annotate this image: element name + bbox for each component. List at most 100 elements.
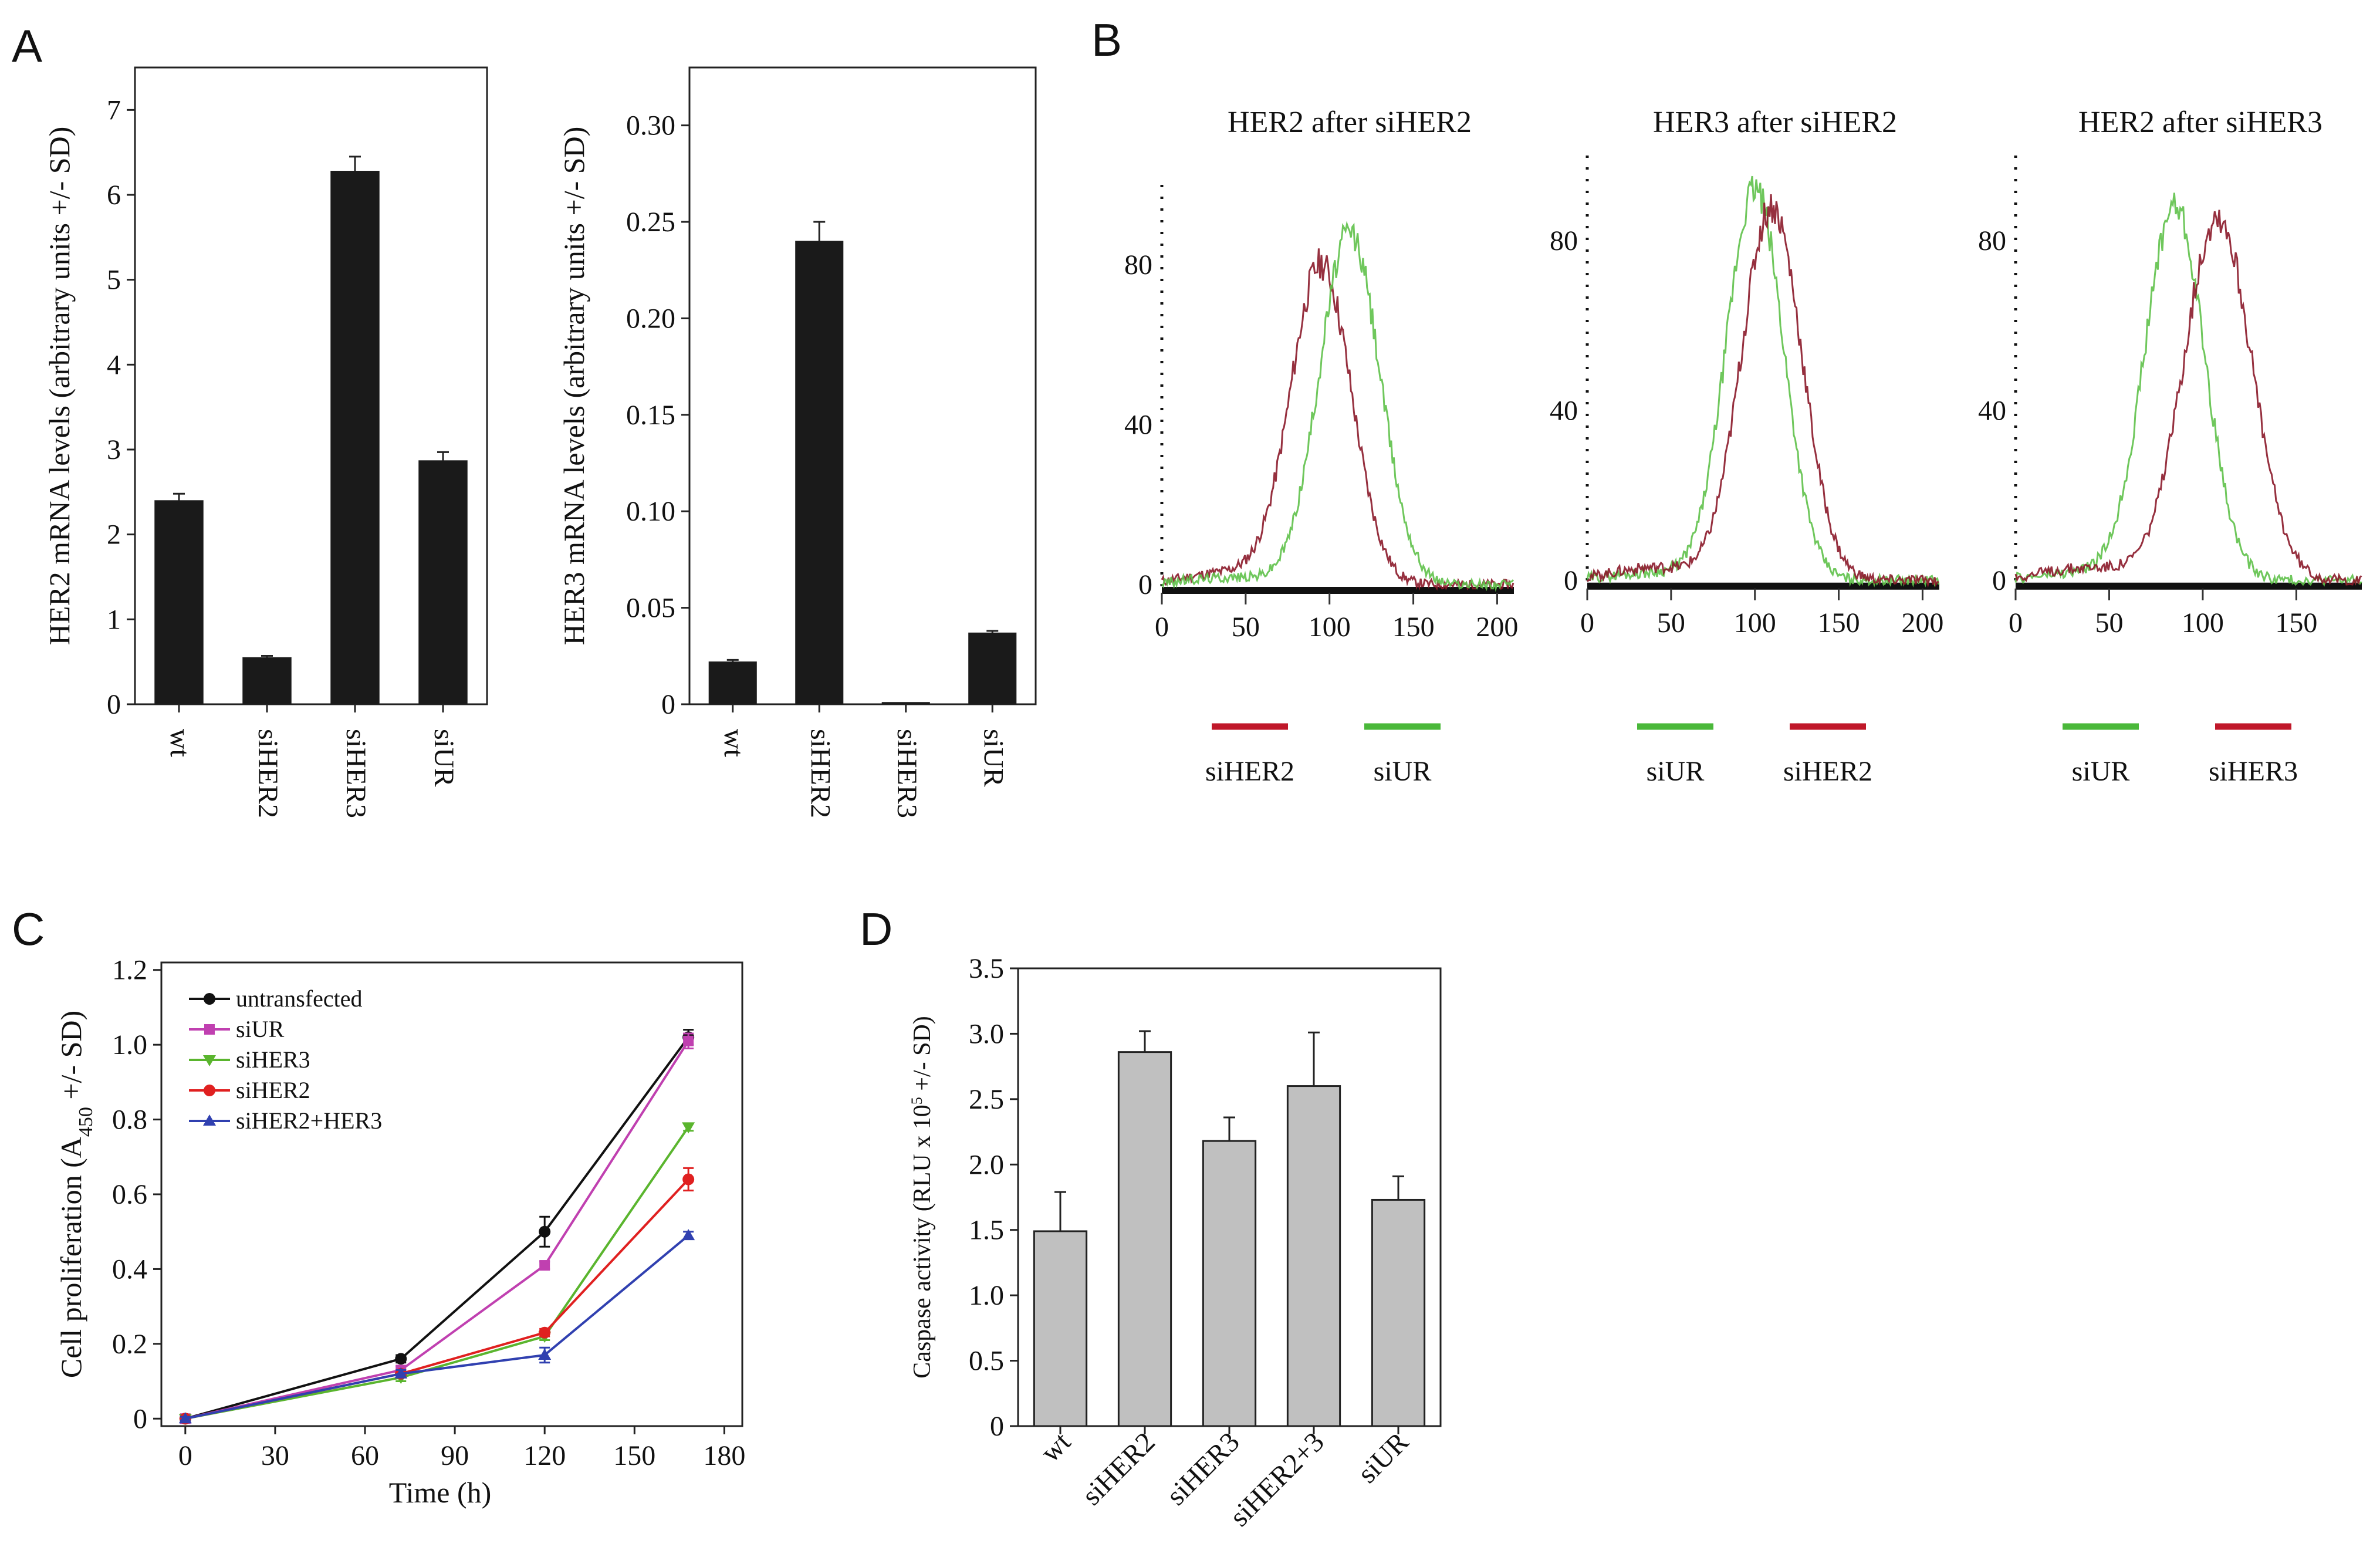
bar-wt	[1033, 1230, 1088, 1427]
chart-B3: HER2 after siHER3 0 40 80 0 50 100 150 siUR siHER…	[1978, 106, 2362, 787]
histogram-siUR	[2014, 192, 2362, 587]
y-tick-label: 0.6	[112, 1179, 147, 1210]
y-tick-label: 0.05	[626, 593, 675, 624]
x-axis-label: Time (h)	[389, 1476, 492, 1509]
legend-marker-untransfected	[204, 993, 215, 1005]
bar-siUR	[968, 632, 1017, 705]
y-tick-label: 0	[107, 689, 121, 720]
histogram-siUR	[1586, 175, 1940, 588]
x-tick-label: 150	[2275, 607, 2317, 639]
x-tick-label: 30	[261, 1440, 289, 1471]
plot-frame	[688, 66, 1037, 705]
x-tick-label: siHER3	[891, 729, 922, 818]
bar-siHER2	[242, 657, 292, 705]
chart-title: HER3 after siHER2	[1653, 106, 1897, 139]
bar-siHER2	[795, 241, 844, 705]
y-tick-label: 4	[107, 349, 121, 380]
chart-title: HER2 after siHER3	[2078, 106, 2322, 139]
panel-label-b: B	[1091, 14, 1122, 66]
chart-C: 0 0.2 0.4 0.6 0.8 1.0 1.2 0 30 60 90 120 150 180 Time …	[55, 955, 745, 1509]
data-point	[682, 1122, 695, 1134]
x-tick-label: 0	[2009, 607, 2023, 639]
data-point	[539, 1326, 551, 1339]
y-tick-label: 0	[661, 689, 675, 720]
data-point	[683, 1035, 694, 1046]
x-tick-label: 100	[2182, 607, 2224, 639]
x-tick-label: siUR	[428, 729, 459, 787]
y-tick-label: 1	[107, 604, 121, 635]
y-tick-label: 0	[1564, 565, 1578, 596]
x-tick-label: 60	[351, 1440, 379, 1471]
x-tick-label: 200	[1901, 607, 1943, 639]
x-tick-label: siHER2	[1076, 1426, 1161, 1511]
y-axis-label-sup: 5	[908, 1097, 925, 1104]
series-line	[185, 1234, 689, 1420]
y-tick-label: 3.5	[969, 953, 1004, 984]
legend-label-siUR: siUR	[2072, 756, 2130, 787]
legend-marker-siHER2+HER3	[203, 1114, 216, 1126]
y-axis-label: Caspase activity (RLU x 105 +/- SD)	[908, 1016, 937, 1379]
x-tick-label: siHER2	[252, 729, 283, 818]
data-point	[538, 1348, 552, 1360]
chart-A2: 0 0.05 0.10 0.15 0.20 0.25 0.30 wt siHER2 siHER3 s…	[557, 66, 1037, 818]
y-tick-label: 2.0	[969, 1149, 1004, 1180]
legend-label-untransfected: untransfected	[236, 985, 362, 1012]
y-tick-label: 3	[107, 434, 121, 465]
chart-A1: 0 1 2 3 4 5 6 7 wt siHER2 siHER3 siUR HER2 mRNA leve…	[43, 66, 488, 818]
x-tick-label: 100	[1309, 612, 1351, 643]
y-tick-label: 80	[1978, 225, 2006, 256]
x-tick-label: 120	[523, 1440, 566, 1471]
y-tick-label: 1.5	[969, 1215, 1004, 1246]
x-tick-label: 50	[2095, 607, 2123, 639]
chart-B1: HER2 after siHER2 0 40 80 0 50 100 150 200 siHER2…	[1124, 106, 1518, 787]
x-tick-label: 0	[1580, 607, 1594, 639]
x-tick-label: 50	[1657, 607, 1685, 639]
bar-siHER3	[881, 702, 930, 705]
bar-siUR	[1371, 1198, 1426, 1427]
legend-label-siHER2: siHER2	[1783, 756, 1872, 787]
x-tick-label: 0	[178, 1440, 192, 1471]
y-tick-label: 0	[133, 1403, 147, 1434]
bar-siHER3	[330, 170, 380, 705]
y-tick-label: 0.10	[626, 496, 675, 527]
data-point	[682, 1229, 695, 1241]
histogram-siHER2	[1586, 194, 1939, 588]
panel-label-d: D	[860, 903, 892, 955]
data-point	[395, 1353, 407, 1365]
y-axis-label: HER3 mRNA levels (arbitrary units +/- SD…	[557, 127, 590, 646]
y-tick-label: 0	[1138, 569, 1152, 600]
y-axis-label-sub: 450	[75, 1107, 97, 1137]
y-tick-label: 1.0	[969, 1280, 1004, 1311]
x-tick-label: 50	[1232, 612, 1260, 643]
y-tick-label: 40	[1550, 395, 1578, 426]
x-tick-label: 180	[703, 1440, 745, 1471]
x-tick-label: wt	[1035, 1426, 1077, 1468]
y-tick-label: 2.5	[969, 1084, 1004, 1115]
x-tick-label: 150	[613, 1440, 655, 1471]
x-tick-label: siUR	[978, 729, 1009, 787]
data-point	[394, 1367, 408, 1379]
y-tick-label: 0.20	[626, 303, 675, 334]
x-tick-label: wt	[718, 729, 749, 758]
bar-siHER3	[1202, 1140, 1257, 1427]
x-tick-label: 200	[1476, 612, 1518, 643]
y-tick-label: 0.8	[112, 1104, 147, 1136]
legend: untransfected siUR siHER3 siHER2 siHER2+HER3	[189, 985, 382, 1134]
y-tick-label: 3.0	[969, 1018, 1004, 1049]
legend-label-siUR: siUR	[236, 1016, 285, 1042]
legend-label-siHER2: siHER2	[1205, 756, 1294, 787]
series-line	[185, 1036, 689, 1420]
x-tick-label: 100	[1734, 607, 1776, 639]
panel-label-a: A	[12, 20, 42, 72]
legend-label-siHER2+HER3: siHER2+HER3	[236, 1107, 382, 1134]
y-tick-label: 80	[1124, 249, 1152, 281]
x-tick-label: siHER2	[804, 729, 836, 818]
y-tick-label: 7	[107, 94, 121, 126]
legend-marker-siHER2	[204, 1085, 215, 1096]
bar-siHER2+3	[1286, 1085, 1341, 1427]
y-tick-label: 6	[107, 180, 121, 211]
y-tick-label: 5	[107, 265, 121, 296]
y-tick-label: 0.25	[626, 207, 675, 238]
